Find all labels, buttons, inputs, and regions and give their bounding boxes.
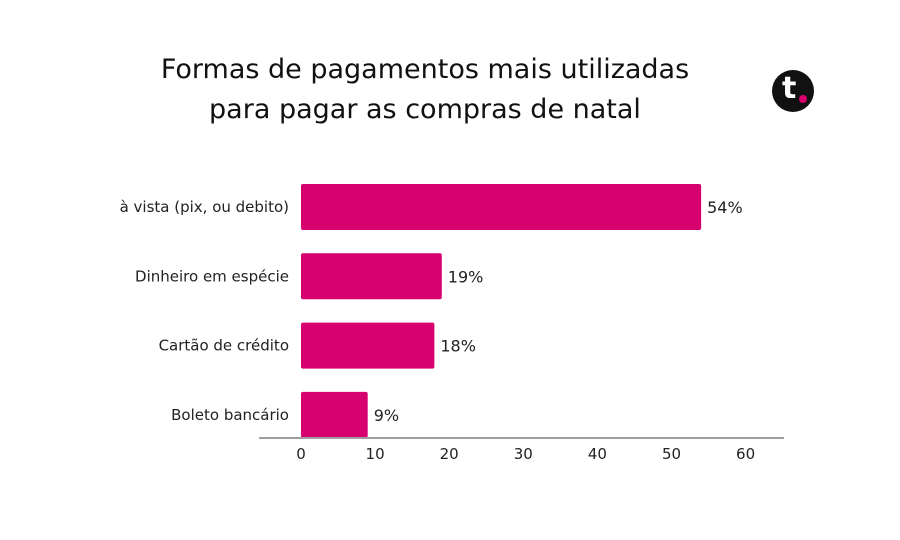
data-label-1: 54% (707, 198, 743, 217)
bar-1 (301, 184, 702, 230)
data-label-2: 19% (448, 267, 484, 286)
chart-title-line-1: Formas de pagamentos mais utilizadas (160, 54, 690, 85)
x-tick-label-10: 10 (366, 445, 385, 463)
data-label-4: 9% (374, 406, 399, 425)
chart-title: Formas de pagamentos mais utilizadas par… (100, 50, 750, 130)
bar-4 (301, 391, 368, 438)
bar-3 (301, 322, 435, 369)
data-label-3: 18% (440, 337, 476, 356)
category-label-3: Cartão de crédito (159, 337, 289, 355)
bar-2 (301, 253, 442, 300)
chart-title-line-2: para pagar as compras de natal (209, 94, 641, 125)
x-tick-label-30: 30 (514, 445, 533, 463)
x-tick-label-50: 50 (662, 445, 681, 463)
logo-letter: t (782, 71, 797, 106)
x-tick-label-60: 60 (736, 445, 755, 463)
logo-dot (799, 95, 807, 103)
brand-logo-icon: t (772, 70, 814, 112)
category-label-4: Boleto bancário (171, 406, 289, 424)
x-tick-label-40: 40 (588, 445, 607, 463)
category-label-1: à vista (pix, ou debito) (120, 198, 289, 216)
category-label-2: Dinheiro em espécie (135, 267, 289, 285)
x-tick-label-20: 20 (440, 445, 459, 463)
x-tick-label-0: 0 (296, 445, 306, 463)
